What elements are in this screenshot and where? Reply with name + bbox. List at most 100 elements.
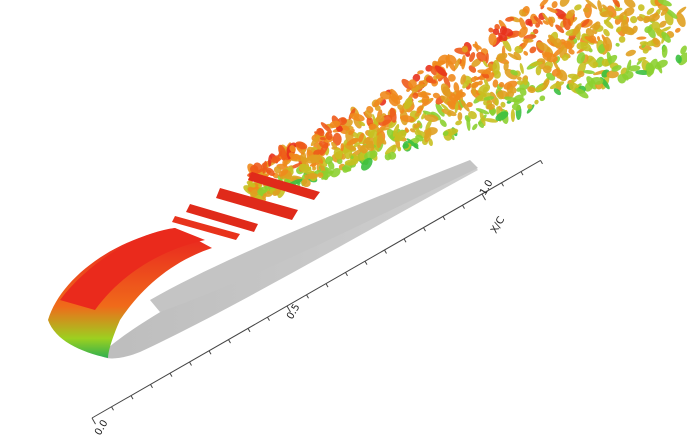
vortex <box>500 101 506 108</box>
vortex <box>325 156 333 165</box>
vortex <box>647 13 660 22</box>
vortex <box>483 78 489 87</box>
vortex <box>301 148 306 153</box>
vortex <box>319 136 326 141</box>
vortex <box>568 48 575 55</box>
vortex <box>600 10 614 18</box>
vortex <box>468 65 477 73</box>
vortex <box>660 26 672 33</box>
vortex <box>652 37 659 45</box>
vortex <box>542 65 552 74</box>
vortex <box>349 113 365 122</box>
vortex <box>352 141 362 148</box>
vortex <box>510 69 518 76</box>
vortex <box>646 7 655 15</box>
vortex <box>253 162 262 172</box>
vortex <box>461 46 469 53</box>
vortex <box>498 82 505 88</box>
vortex <box>429 65 437 76</box>
vortex <box>676 12 686 28</box>
vortex <box>606 70 619 79</box>
axis-tick <box>286 305 291 313</box>
vortex <box>551 1 558 9</box>
vortex <box>273 166 282 174</box>
vortex <box>523 34 537 40</box>
vortex <box>443 75 451 89</box>
vortex <box>408 79 417 89</box>
vortex <box>504 96 520 103</box>
vortex <box>354 152 368 162</box>
vortex <box>523 77 529 86</box>
vortex <box>485 52 489 64</box>
vortex <box>555 24 565 34</box>
vortex <box>376 132 383 149</box>
vortex <box>574 4 582 11</box>
vortex <box>628 65 641 72</box>
vortex <box>330 168 341 178</box>
axis-tick <box>501 182 504 187</box>
vortex <box>453 82 460 94</box>
vortex <box>471 58 482 68</box>
vortex <box>577 70 585 78</box>
vortex <box>529 46 537 54</box>
vortex <box>482 86 488 93</box>
vortex <box>473 75 479 81</box>
vortex <box>472 123 478 131</box>
vortex <box>344 159 359 166</box>
vortex <box>397 146 402 152</box>
vortex <box>477 121 485 128</box>
vortex <box>585 0 598 10</box>
vortex <box>492 59 500 75</box>
vortex <box>412 92 419 99</box>
vortex <box>492 79 499 88</box>
vortex <box>519 87 527 96</box>
vortex <box>403 97 413 110</box>
vortex <box>586 76 597 90</box>
axis-tick <box>247 328 251 333</box>
vortex <box>483 118 499 123</box>
vortex <box>425 119 432 131</box>
vortex <box>321 170 329 181</box>
vortex <box>533 16 543 25</box>
strip <box>248 172 320 200</box>
vortex <box>310 134 321 147</box>
vortex <box>539 0 549 7</box>
vortex <box>402 143 409 149</box>
airfoil-upper <box>150 160 478 312</box>
vortex <box>597 0 603 13</box>
vortex <box>516 76 522 81</box>
vortex <box>461 54 466 70</box>
axis-title: X/C <box>489 215 507 235</box>
vortex <box>406 138 419 150</box>
vortex <box>584 36 598 44</box>
axis-tick <box>189 361 192 366</box>
vortex <box>660 7 669 16</box>
vortex <box>333 148 343 160</box>
vortex <box>602 4 609 11</box>
vortex <box>527 20 533 27</box>
vortex <box>542 20 549 25</box>
axis-tick <box>130 395 134 400</box>
axis-tick <box>540 160 543 165</box>
vortex <box>358 132 365 144</box>
axis-tick <box>442 216 446 221</box>
vortex <box>368 123 377 130</box>
vortex <box>553 38 562 48</box>
vortex <box>295 141 308 150</box>
vortex <box>421 95 430 105</box>
vortex <box>340 143 344 152</box>
vortex <box>624 0 636 8</box>
vortex <box>469 52 476 62</box>
vortex <box>534 99 539 105</box>
axis-tick <box>91 417 96 425</box>
vortex <box>486 72 495 82</box>
vortex <box>618 36 626 43</box>
vortex <box>651 21 661 31</box>
vortex <box>424 128 432 143</box>
vortex <box>304 173 319 180</box>
vortex <box>455 91 466 98</box>
vortex <box>440 83 451 98</box>
vortex <box>562 15 571 31</box>
vortex <box>518 26 528 38</box>
leading-edge-top <box>60 228 205 310</box>
